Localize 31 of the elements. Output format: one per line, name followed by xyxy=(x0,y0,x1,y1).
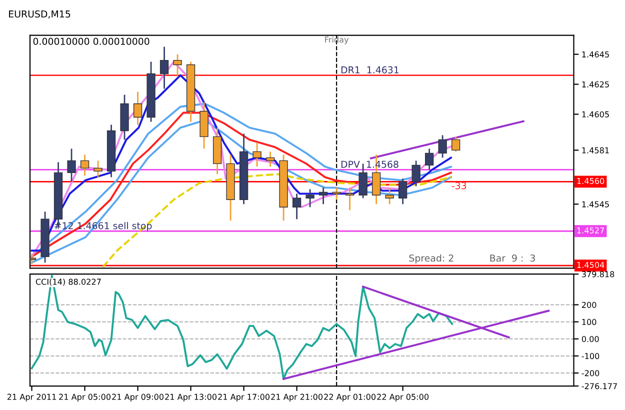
y-tick-label: -200 xyxy=(582,370,600,376)
x-tick-label: 22 Apr 05:00 xyxy=(377,394,429,402)
y-tick-label: 1.4625 xyxy=(582,81,609,88)
annotation: Bar 9 : 3 xyxy=(490,254,535,262)
annotation: Spread: 2 xyxy=(409,254,454,264)
x-tick-label: 21 Apr 05:00 xyxy=(59,394,110,402)
y-tick-label: 0.00 xyxy=(582,336,599,342)
y-tick-label: 100 xyxy=(582,318,596,326)
y-tick-label: -100 xyxy=(582,353,600,360)
ref-line-label: 1.4527 xyxy=(577,227,604,234)
y-tick-label: 379.818 xyxy=(582,271,614,278)
x-tick-label: 21 Apr 21:00 xyxy=(271,394,323,402)
y-tick-label: 1.4645 xyxy=(582,51,609,58)
annotation: -33 xyxy=(452,182,466,190)
text: CCI(14) 88.0227 xyxy=(36,278,101,286)
ref-line-label: 1.4504 xyxy=(577,262,604,268)
x-tick-label: 22 Apr 01:00 xyxy=(324,394,376,402)
annotation: DR1 1.4631 xyxy=(341,66,399,74)
x-tick-label: 21 Apr 13:00 xyxy=(165,394,217,402)
chart-title: EURUSD,M15 xyxy=(9,10,70,19)
y-tick-label: 1.4581 xyxy=(582,147,609,154)
y-tick-label: 1.4605 xyxy=(582,111,609,118)
x-tick-label: 21 Apr 2011 xyxy=(7,394,56,402)
x-tick-label: 21 Apr 17:00 xyxy=(218,394,270,402)
y-tick-label: 200 xyxy=(582,302,596,308)
annotation: 0.00010000 0.00010000 xyxy=(33,38,150,45)
ref-line-label: Friday xyxy=(325,36,349,44)
x-tick-label: 21 Apr 09:00 xyxy=(112,394,164,402)
y-tick-label: -276.177 xyxy=(582,383,617,390)
y-tick-label: 1.4545 xyxy=(582,201,609,208)
ref-line-label: 1.4560 xyxy=(577,178,604,184)
